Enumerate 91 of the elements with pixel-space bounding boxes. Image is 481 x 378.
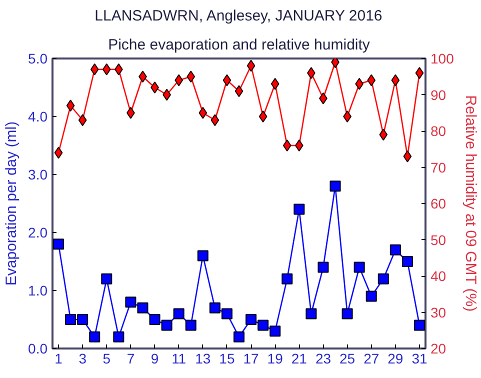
y2-tick-label: 60 (430, 196, 446, 212)
point (185, 320, 196, 331)
x-tick-label: 17 (243, 350, 260, 366)
point (149, 314, 160, 325)
point (101, 273, 112, 284)
point (391, 74, 400, 86)
y-tick-label: 4.0 (28, 108, 48, 124)
y-tick-label: 1.0 (28, 282, 48, 298)
point (414, 320, 425, 331)
point (258, 320, 269, 331)
point (210, 114, 220, 126)
y2-tick-label: 90 (430, 86, 446, 103)
point (343, 110, 352, 122)
point (77, 314, 88, 325)
point (234, 331, 244, 342)
point (258, 110, 268, 122)
point (186, 70, 196, 83)
y-axis-title: Evaporation per day (ml) (3, 121, 20, 286)
point (307, 67, 316, 79)
point (197, 250, 208, 262)
point (270, 326, 281, 337)
point (282, 273, 293, 284)
point (125, 296, 136, 308)
chart-title: LLANSADWRN, Anglesey, JANUARY 2016 (94, 8, 382, 24)
x-tick-label: 31 (412, 350, 428, 366)
point (222, 74, 232, 86)
x-tick-label: 5 (102, 350, 111, 366)
y2-tick-label: 40 (430, 268, 446, 284)
point (415, 67, 424, 79)
x-tick-label: 1 (54, 350, 63, 366)
point (330, 180, 341, 192)
y-tick-label: 2.0 (28, 224, 48, 240)
y2-tick-label: 70 (430, 159, 446, 176)
point (66, 100, 75, 112)
y2-tick-label: 20 (430, 340, 446, 356)
x-tick-label: 25 (340, 350, 356, 366)
point (89, 331, 100, 342)
point (198, 106, 208, 119)
x-tick-label: 29 (388, 350, 404, 366)
point (150, 82, 159, 94)
point (331, 58, 340, 68)
point (65, 314, 76, 325)
point (234, 85, 244, 98)
point (294, 204, 305, 215)
point (173, 308, 184, 320)
point (342, 308, 353, 320)
point (161, 320, 172, 331)
point (221, 308, 232, 320)
x-tick-label: 15 (219, 350, 235, 366)
point (53, 238, 64, 250)
point (270, 78, 280, 90)
point (54, 146, 63, 159)
x-tick-label: 9 (150, 350, 159, 366)
point (318, 262, 329, 273)
point (78, 114, 87, 126)
point (403, 150, 412, 162)
y2-tick-label: 50 (430, 232, 446, 248)
y2-tick-label: 80 (430, 123, 446, 139)
point (90, 63, 99, 76)
point (354, 262, 365, 273)
point (367, 74, 376, 86)
point (390, 244, 401, 256)
x-tick-label: 23 (315, 350, 332, 366)
point (366, 290, 377, 302)
point (378, 273, 389, 284)
point (402, 256, 413, 267)
chart-subtitle: Piche evaporation and relative humidity (108, 36, 370, 54)
x-tick-label: 27 (364, 350, 380, 366)
point (246, 60, 256, 72)
point (294, 140, 304, 152)
y-tick-label: 3.0 (28, 166, 48, 182)
point (209, 302, 220, 314)
point (306, 308, 317, 320)
point (174, 74, 184, 86)
y2-axis-title: Relative humidity at 09 GMT (%) (462, 95, 479, 312)
y2-tick-label: 30 (430, 304, 446, 320)
x-tick-label: 3 (78, 350, 87, 366)
y2-tick-label: 100 (430, 50, 454, 66)
point (282, 140, 292, 152)
point (113, 331, 124, 342)
x-tick-label: 21 (291, 350, 308, 366)
x-tick-label: 7 (126, 350, 135, 366)
x-tick-label: 13 (195, 350, 211, 366)
x-tick-label: 19 (267, 350, 284, 366)
point (137, 302, 148, 314)
y-tick-label: 0.0 (28, 340, 48, 356)
x-tick-label: 11 (172, 350, 186, 366)
point (379, 128, 388, 141)
point (102, 63, 111, 76)
y-tick-label: 5.0 (28, 50, 48, 66)
point (246, 314, 257, 325)
